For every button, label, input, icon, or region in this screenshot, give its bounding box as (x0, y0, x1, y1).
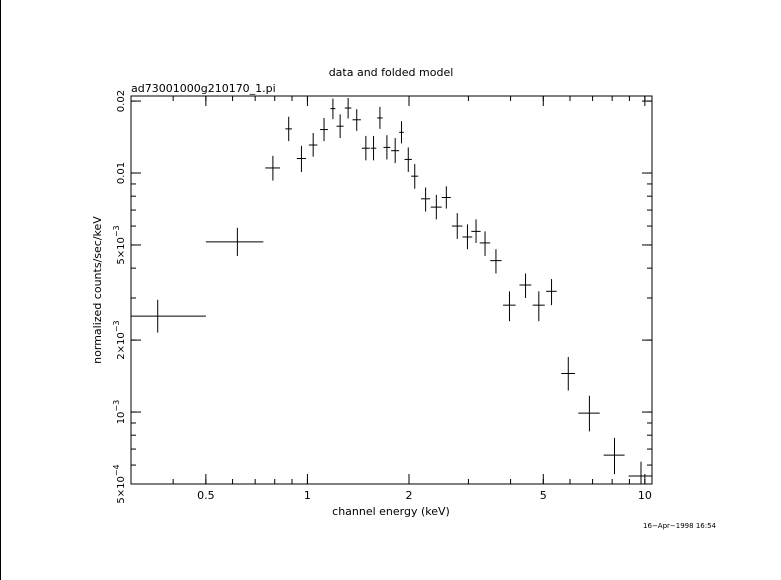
y-tick-label: 5×10−3 (112, 225, 127, 264)
data-point (361, 135, 370, 161)
chart-title: data and folded model (329, 66, 454, 79)
x-tick-label: 1 (304, 489, 311, 502)
y-tick-label-base: 10 (116, 412, 127, 425)
y-tick-label: 2×10−3 (112, 320, 127, 359)
y-tick-label-base: 2×10 (116, 332, 127, 359)
x-tick-label: 5 (540, 489, 547, 502)
data-point (519, 273, 532, 299)
data-point (320, 117, 328, 142)
window-left-edge (0, 0, 1, 580)
data-point (399, 121, 404, 144)
data-point (285, 116, 292, 142)
x-tick-label: 10 (638, 489, 652, 502)
data-point (336, 114, 344, 139)
y-minor-ticks (131, 100, 652, 485)
data-point (377, 106, 383, 129)
data-point (404, 147, 412, 172)
x-minor-ticks (130, 96, 646, 484)
x-tick-label: 2 (406, 489, 413, 502)
data-point (344, 97, 352, 119)
data-point (578, 395, 600, 432)
data-point (296, 145, 306, 172)
data-point (503, 291, 516, 322)
y-tick-label: 0.02 (116, 90, 127, 112)
data-point (131, 299, 206, 333)
y-tick-label-base: 5×10 (116, 237, 127, 264)
y-tick-label: 0.01 (116, 162, 127, 184)
x-axis-ticks: 0.5 1 2 5 10 (197, 96, 652, 502)
y-tick-label-exponent: −3 (112, 400, 121, 412)
data-point (391, 138, 400, 164)
y-tick-label-exponent: −4 (112, 464, 121, 476)
y-tick-label-exponent: −3 (112, 320, 121, 332)
y-tick-label-exponent: −3 (112, 225, 121, 237)
data-points (131, 97, 652, 484)
data-point (308, 133, 318, 157)
data-point (603, 437, 625, 475)
data-point (546, 279, 557, 306)
data-point (205, 227, 264, 256)
y-tick-label-base: 0.01 (116, 162, 127, 184)
data-point (628, 461, 652, 484)
data-point (441, 186, 451, 209)
y-tick-label: 10−3 (112, 400, 127, 425)
data-point (352, 109, 361, 131)
y-tick-label: 5×10−4 (112, 464, 127, 503)
data-point (430, 194, 442, 220)
data-point (411, 164, 419, 189)
data-point (330, 98, 336, 120)
x-tick-label: 0.5 (197, 489, 215, 502)
data-point (462, 224, 473, 250)
data-point (490, 249, 502, 274)
timestamp: 16−Apr−1998 16:54 (643, 522, 717, 530)
data-point (370, 135, 377, 161)
data-point (471, 219, 481, 243)
y-tick-label-base: 0.02 (116, 90, 127, 112)
data-point (561, 356, 576, 391)
y-axis-label: normalized counts/sec/keV (91, 216, 104, 364)
data-point (420, 187, 431, 212)
data-point (265, 155, 281, 181)
data-point (451, 213, 463, 239)
x-axis-label: channel energy (keV) (332, 505, 450, 518)
data-point (479, 231, 491, 256)
y-axis-ticks: 5×10−410−32×10−35×10−30.010.02 (112, 90, 652, 504)
chart-subtitle: ad73001000g210170_1.pi (131, 82, 276, 95)
plot-frame (130, 95, 653, 485)
y-tick-label-base: 5×10 (116, 476, 127, 503)
data-point (532, 291, 545, 322)
data-point (383, 135, 391, 160)
